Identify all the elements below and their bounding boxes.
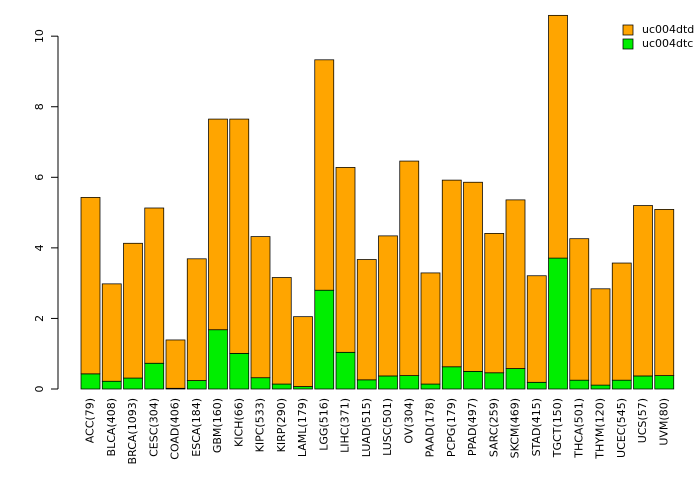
x-tick-label: BRCA(1093) — [126, 398, 139, 464]
bar-uc004dtc — [505, 368, 526, 390]
bar-uc004dtd — [399, 160, 420, 376]
bar-uc004dtd — [186, 258, 207, 381]
bar-uc004dtd — [208, 118, 228, 331]
x-tick-label: KICH(66) — [232, 398, 245, 447]
bar-uc004dtd — [590, 288, 611, 386]
x-tick-label: ACC(79) — [84, 398, 97, 443]
bar-uc004dtc — [399, 375, 420, 390]
bar-uc004dtc — [144, 362, 165, 390]
legend-swatch-uc004dtd — [622, 24, 634, 36]
bar-uc004dtd — [123, 242, 143, 379]
bar-uc004dtd — [441, 179, 462, 368]
bar-uc004dtc — [123, 377, 143, 390]
x-tick-label: UVM(80) — [657, 398, 670, 446]
bar-uc004dtc — [208, 329, 228, 390]
legend-swatch-uc004dtc — [622, 38, 634, 50]
bar-uc004dtd — [654, 209, 675, 376]
x-tick-label: STAD(415) — [530, 398, 543, 456]
x-tick-label: PPAD(497) — [466, 398, 479, 456]
x-tick-label: UCEC(545) — [615, 398, 628, 458]
y-tick-label: 2 — [33, 315, 46, 322]
bar-uc004dtc — [356, 379, 377, 390]
x-tick-label: LUAD(515) — [360, 398, 373, 457]
y-tick-label: 0 — [33, 386, 46, 393]
bar-uc004dtd — [569, 238, 590, 381]
x-tick-label: SKCM(469) — [509, 398, 522, 458]
x-tick-label: KIPC(533) — [254, 398, 267, 452]
bar-uc004dtc — [633, 375, 653, 390]
x-tick-label: ESCA(184) — [190, 398, 203, 457]
bar-uc004dtc — [590, 384, 611, 390]
x-tick-label: THCA(501) — [572, 398, 585, 459]
bar-uc004dtd — [526, 275, 547, 383]
bar-uc004dtc — [80, 373, 101, 390]
bar-uc004dtc — [548, 257, 568, 390]
bar-uc004dtc — [463, 370, 483, 390]
bar-uc004dtd — [633, 205, 653, 377]
bar-uc004dtd — [335, 167, 356, 353]
x-tick-label: BLCA(408) — [105, 398, 118, 456]
x-tick-label: UCS(57) — [636, 398, 649, 443]
y-tick-label: 10 — [33, 29, 46, 43]
x-tick-label: LUSC(501) — [381, 398, 394, 456]
bar-uc004dtc — [378, 375, 398, 390]
legend-label-uc004dtc: uc004dtc — [642, 37, 693, 50]
bar-uc004dtd — [229, 118, 250, 354]
y-tick-label: 8 — [33, 103, 46, 110]
bar-uc004dtd — [463, 181, 483, 372]
x-tick-label: LAML(179) — [296, 398, 309, 457]
y-axis: 0 2 4 6 8 10 — [33, 29, 59, 393]
bar-uc004dtd — [611, 262, 632, 381]
x-tick-label: COAD(406) — [169, 398, 182, 460]
bar-uc004dtc — [101, 380, 122, 390]
x-tick-label: OV(304) — [402, 398, 415, 444]
bar-uc004dtd — [271, 277, 292, 385]
bar-uc004dtc — [569, 379, 590, 390]
bar-uc004dtd — [144, 207, 165, 364]
bar-uc004dtd — [101, 283, 122, 382]
bar-uc004dtc — [314, 289, 335, 390]
bar-uc004dtd — [420, 272, 441, 385]
x-tick-label: PCPG(179) — [445, 398, 458, 457]
x-tick-label: SARC(259) — [487, 398, 500, 457]
bar-uc004dtc — [611, 379, 632, 390]
bar-uc004dtc — [654, 375, 675, 390]
x-tick-label: LGG(516) — [317, 398, 330, 451]
x-tick-label: KIRP(290) — [275, 398, 288, 452]
x-tick-label: TGCT(150) — [551, 398, 564, 458]
bar-uc004dtd — [505, 199, 526, 369]
legend: uc004dtd uc004dtc — [622, 23, 694, 50]
bar-uc004dtd — [484, 233, 505, 374]
bar-uc004dtd — [356, 259, 377, 381]
x-tick-label: PAAD(178) — [424, 398, 437, 457]
x-tick-label: CESC(304) — [147, 398, 160, 457]
x-tick-label: THYM(120) — [594, 398, 607, 460]
bar-uc004dtd — [80, 197, 101, 375]
bar-uc004dtc — [229, 352, 250, 390]
bar-uc004dtc — [420, 383, 441, 390]
y-tick-label: 4 — [33, 244, 46, 251]
x-axis-labels: ACC(79) BLCA(408) BRCA(1093) CESC(304) COAD(… — [84, 398, 671, 464]
bar-uc004dtc — [526, 381, 547, 390]
legend-label-uc004dtd: uc004dtd — [642, 23, 694, 36]
bar-uc004dtc — [271, 383, 292, 390]
bar-uc004dtc — [335, 351, 356, 390]
bar-uc004dtc — [250, 377, 271, 390]
bar-uc004dtd — [314, 59, 335, 291]
bar-uc004dtd — [165, 339, 186, 389]
bar-uc004dtc — [484, 372, 505, 390]
bar-uc004dtc — [186, 380, 207, 390]
x-tick-label: LIHC(371) — [339, 398, 352, 453]
bar-uc004dtd — [378, 235, 398, 377]
bar-series-group — [80, 14, 675, 390]
bar-uc004dtd — [293, 316, 313, 387]
x-tick-label: GBM(160) — [211, 398, 224, 453]
bar-uc004dtd — [548, 14, 568, 259]
y-tick-label: 6 — [33, 174, 46, 181]
bar-uc004dtc — [441, 366, 462, 390]
bar-uc004dtd — [250, 236, 271, 379]
